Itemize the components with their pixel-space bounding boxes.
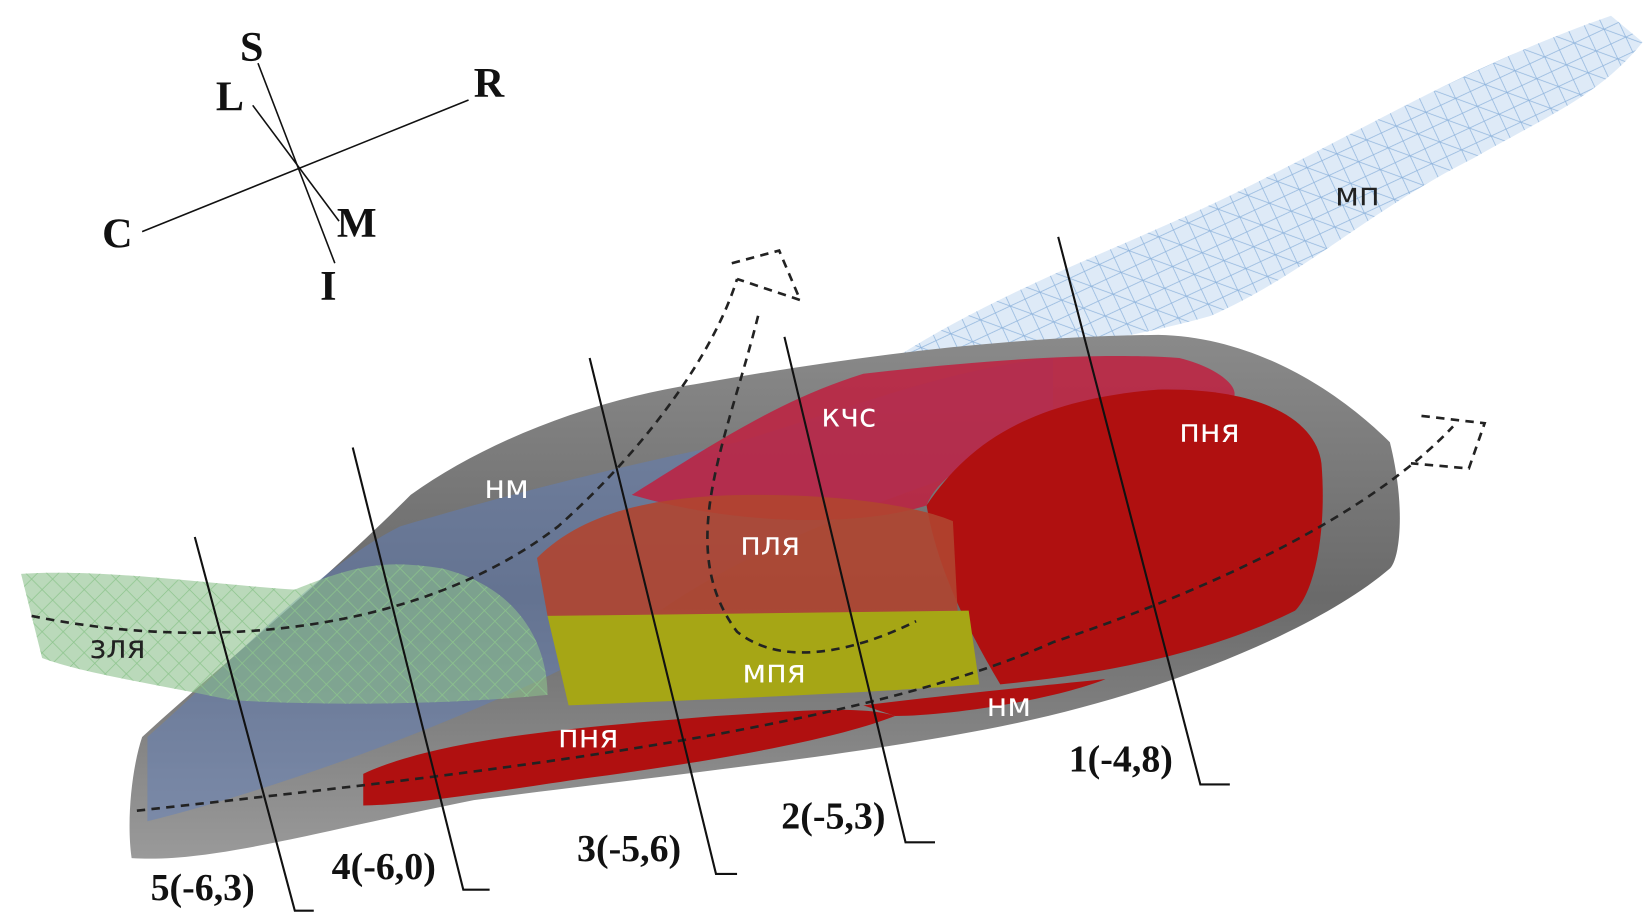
anatomy-render	[21, 16, 1643, 859]
section-label: 5(-6,3)	[151, 867, 255, 909]
diagram: S L R C M I мп кчс пня нм пля зля мпя нм…	[0, 0, 1651, 916]
dashed-arrow	[1411, 416, 1485, 469]
compass-label: R	[474, 60, 505, 107]
section-label: 1(-4,8)	[1069, 739, 1173, 781]
region-label: кчс	[821, 398, 876, 434]
section-label: 4(-6,0)	[332, 846, 436, 888]
region-label: пня	[1179, 414, 1239, 450]
region-label: нм	[484, 470, 528, 506]
section-label: 3(-5,6)	[577, 828, 681, 870]
region-label: зля	[89, 630, 145, 666]
region-label: нм	[987, 688, 1031, 724]
compass-label: I	[320, 263, 336, 310]
compass-label: M	[337, 200, 377, 247]
section-label: 2(-5,3)	[781, 796, 885, 838]
dashed-arrow	[732, 251, 800, 300]
compass-label: S	[240, 24, 263, 71]
region-label: пня	[558, 720, 618, 756]
compass-label: L	[216, 74, 244, 121]
compass-label: C	[102, 210, 132, 257]
region-label: мп	[1335, 177, 1379, 213]
orientation-compass: S L R C M I	[102, 24, 505, 310]
region-label: мпя	[742, 654, 805, 690]
region-label: пля	[740, 527, 800, 563]
